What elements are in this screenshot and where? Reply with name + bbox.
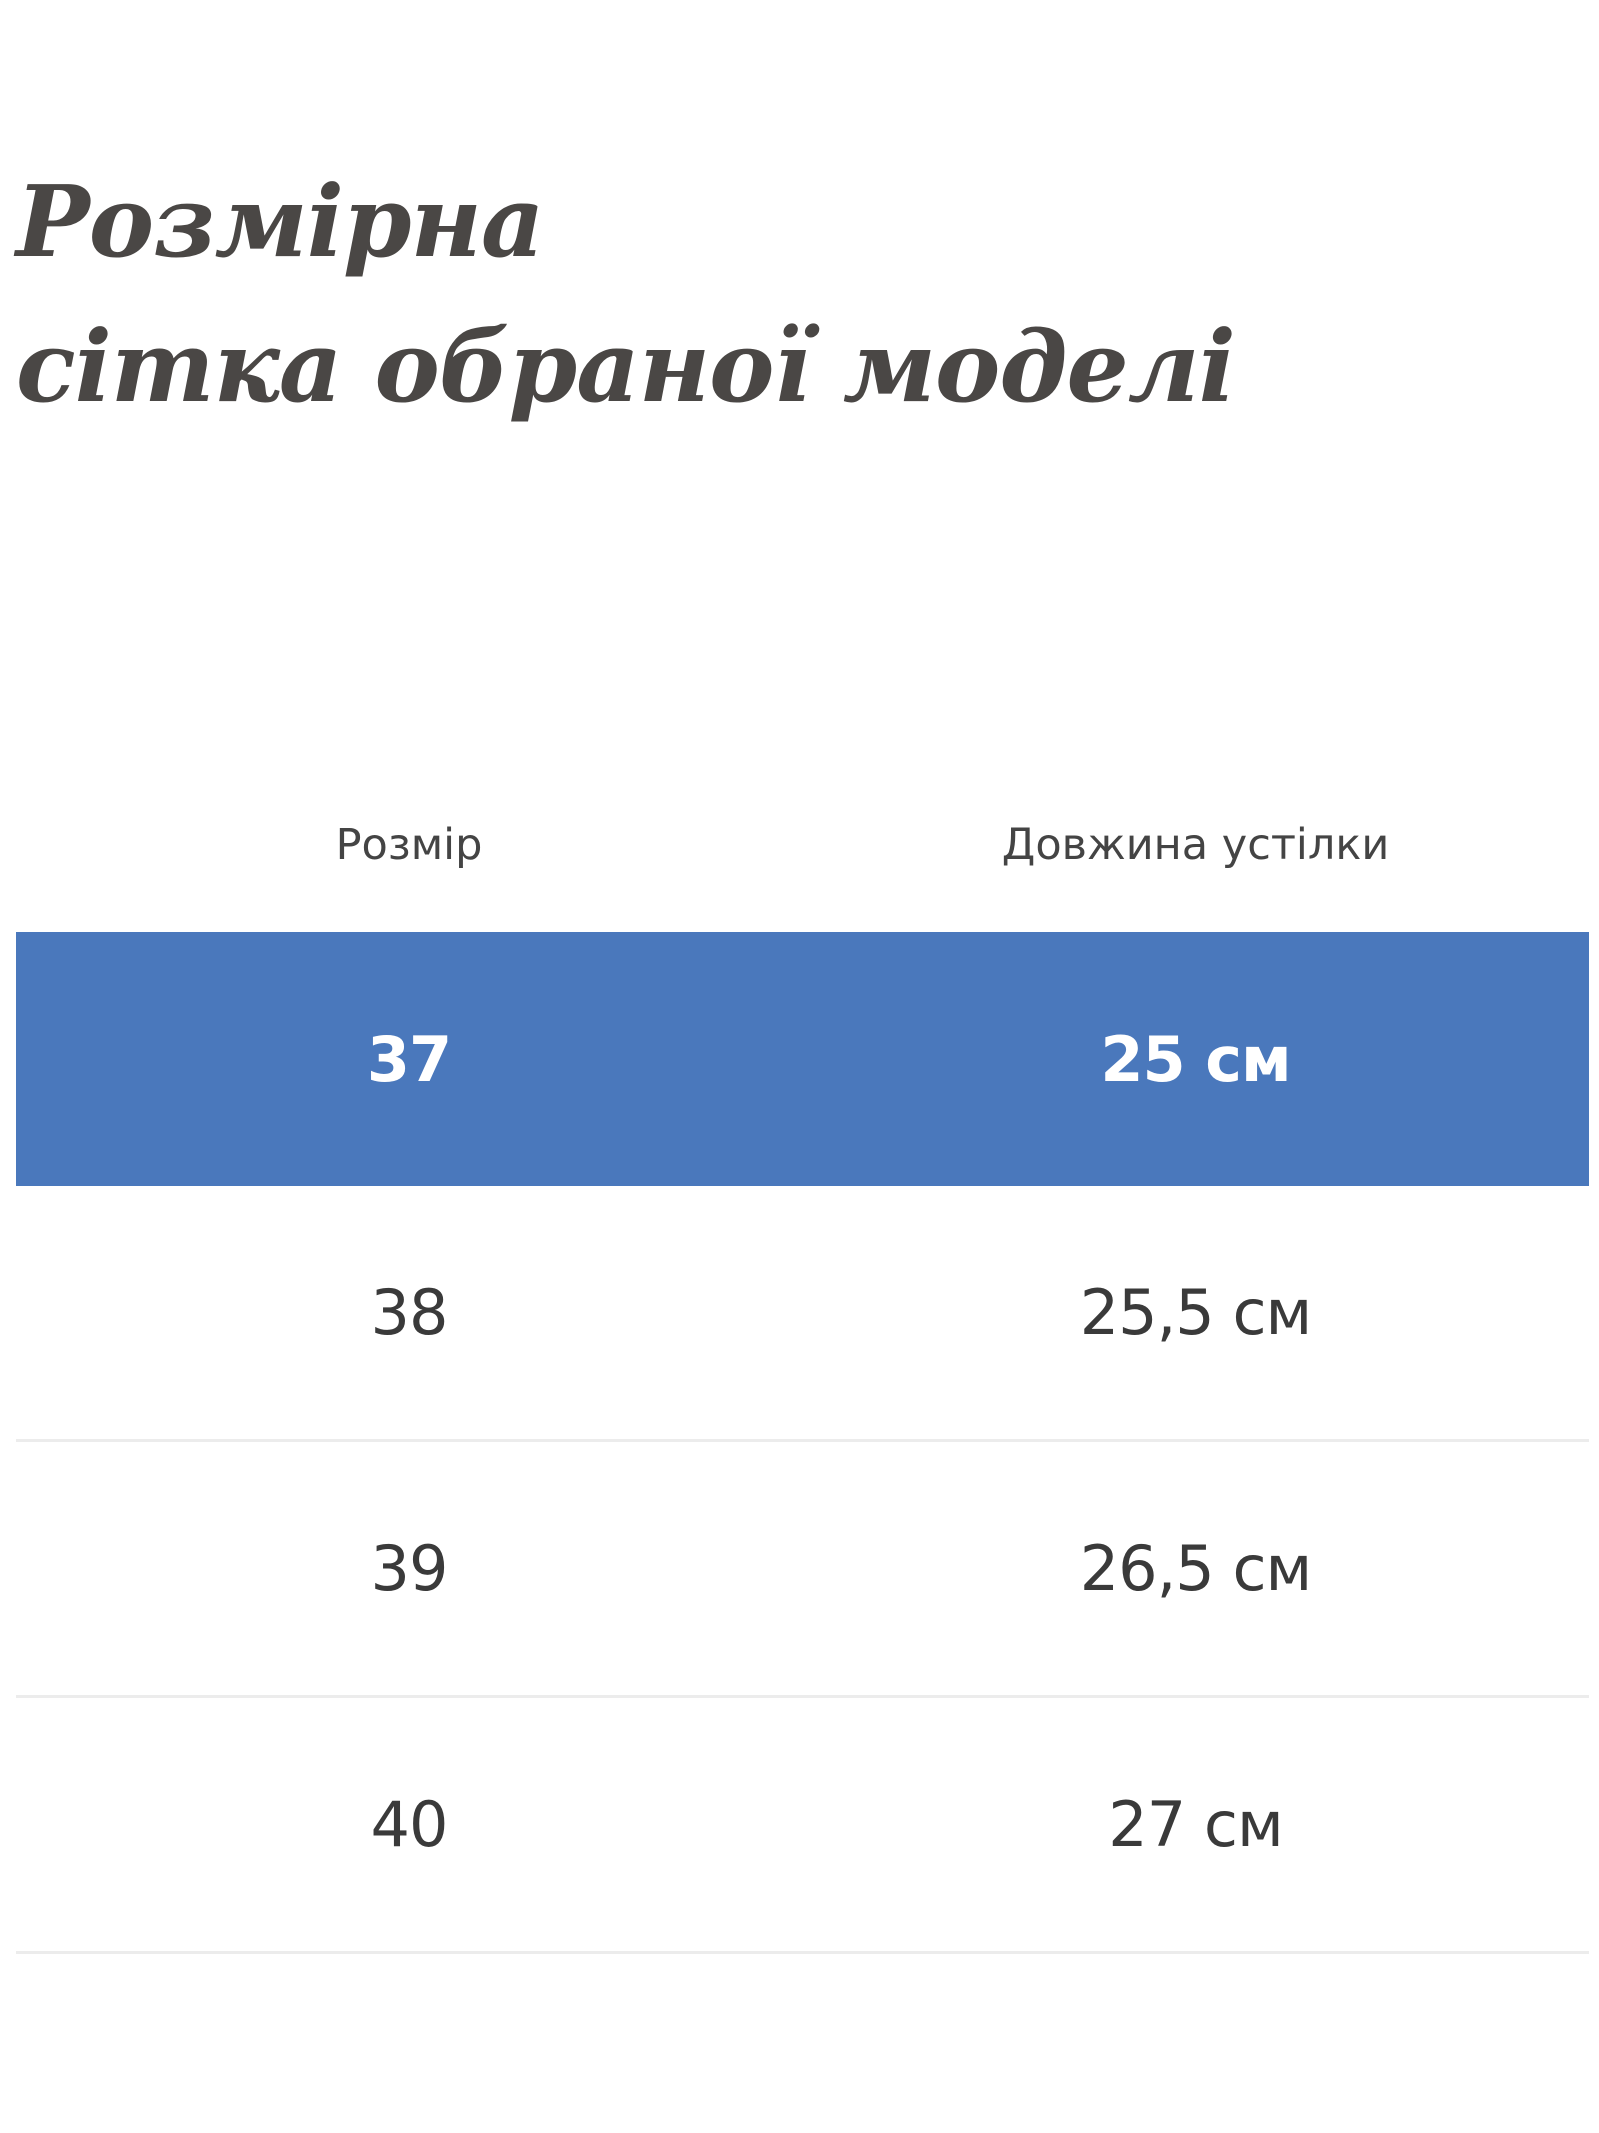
table-row[interactable]: 38 25,5 см: [16, 1186, 1589, 1442]
size-cell: 37: [366, 1022, 452, 1096]
insole-length-cell: 25,5 см: [1079, 1276, 1313, 1349]
size-cell: 38: [370, 1276, 449, 1349]
page-title-line-1: Розмірна: [16, 165, 544, 280]
table-row-selected[interactable]: 37 25 см: [16, 932, 1589, 1186]
page-title: Розмірна сітка обраної моделі: [16, 150, 1236, 440]
column-header-size: Розмір: [335, 820, 483, 870]
table-row[interactable]: 40 27 см: [16, 1698, 1589, 1954]
insole-length-cell: 27 см: [1108, 1788, 1283, 1861]
size-cell: 39: [370, 1532, 449, 1605]
size-table: Розмір Довжина устілки 37 25 см 38 25,5 …: [16, 800, 1589, 1954]
table-row[interactable]: 39 26,5 см: [16, 1442, 1589, 1698]
size-cell: 40: [370, 1788, 449, 1861]
table-header-row: Розмір Довжина устілки: [16, 800, 1589, 890]
page-title-line-2: сітка обраної моделі: [16, 310, 1236, 425]
insole-length-cell: 25 см: [1100, 1022, 1291, 1096]
column-header-insole-length: Довжина устілки: [1001, 820, 1390, 870]
insole-length-cell: 26,5 см: [1079, 1532, 1313, 1605]
